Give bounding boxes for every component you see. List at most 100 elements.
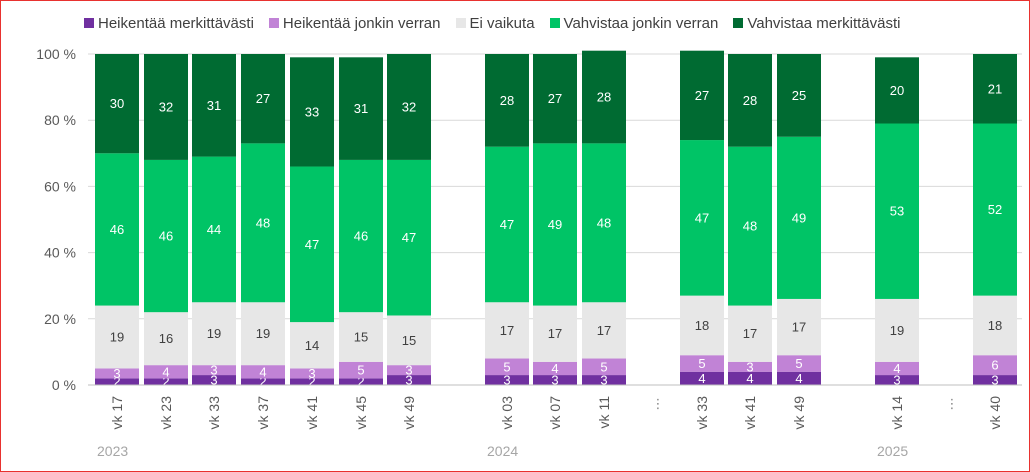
data-label: 27: [256, 91, 270, 106]
bar-segment: [485, 358, 529, 376]
bar-segment: [680, 50, 724, 141]
bar-segment: [777, 298, 821, 356]
data-label: 27: [548, 91, 562, 106]
data-label: 3: [308, 366, 315, 381]
bar-segment: [777, 371, 821, 385]
bar-segment: [290, 166, 334, 323]
data-label: 32: [159, 99, 173, 114]
bar-segment: [728, 146, 772, 306]
data-label: 3: [210, 373, 217, 388]
bar-segment: [680, 140, 724, 296]
year-label: 2025: [877, 443, 908, 459]
bar-segment: [192, 365, 236, 376]
bar-segment: [533, 54, 577, 144]
data-label: 5: [600, 359, 607, 374]
year-label: 2023: [97, 443, 128, 459]
data-label: 46: [159, 229, 173, 244]
bar-segment: [973, 123, 1017, 296]
bar-segment: [387, 315, 431, 366]
bar-segment: [339, 361, 383, 379]
data-label: 19: [207, 326, 221, 341]
x-tick-label: vk 33: [694, 396, 710, 430]
bar-segment: [95, 305, 139, 369]
x-ellipsis-label: ⋮: [946, 396, 959, 411]
data-label: 2: [113, 374, 120, 389]
legend-swatch: [549, 18, 560, 28]
bar-segment: [339, 159, 383, 313]
bar-segment: [875, 375, 919, 385]
y-tick-label: 80 %: [44, 112, 76, 128]
x-tick-label: vk 49: [791, 396, 807, 430]
data-label: 49: [792, 210, 806, 225]
bar-segment: [241, 302, 285, 366]
data-label: 2: [259, 374, 266, 389]
data-label: 31: [207, 98, 221, 113]
data-label: 2: [308, 374, 315, 389]
data-label: 17: [500, 323, 514, 338]
data-label: 4: [795, 371, 802, 386]
data-label: 47: [305, 237, 319, 252]
data-label: 15: [402, 333, 416, 348]
bar-segment: [777, 355, 821, 372]
y-tick-label: 60 %: [44, 178, 76, 194]
bar-segment: [533, 361, 577, 376]
data-label: 3: [991, 373, 998, 388]
x-tick-label: vk 41: [304, 396, 320, 430]
data-label: 25: [792, 88, 806, 103]
data-label: 3: [600, 373, 607, 388]
bar-segment: [582, 375, 626, 385]
data-label: 4: [698, 371, 705, 386]
bar-segment: [485, 375, 529, 385]
data-label: 3: [551, 373, 558, 388]
legend-label: Heikentää jonkin verran: [282, 14, 441, 32]
data-label: 4: [746, 371, 753, 386]
bar-segment: [144, 159, 188, 313]
bar-segment: [95, 378, 139, 385]
bar-segment: [485, 302, 529, 359]
data-label: 17: [743, 326, 757, 341]
data-label: 3: [503, 373, 510, 388]
y-tick-label: 100 %: [36, 46, 76, 62]
data-label: 3: [405, 373, 412, 388]
data-label: 47: [402, 230, 416, 245]
data-label: 5: [795, 356, 802, 371]
data-label: 31: [354, 101, 368, 116]
data-label: 2: [162, 374, 169, 389]
bar-segment: [95, 54, 139, 154]
data-label: 28: [743, 93, 757, 108]
data-label: 4: [162, 364, 169, 379]
x-tick-label: vk 11: [596, 396, 612, 429]
legend-swatch: [733, 18, 744, 28]
bar-segment: [485, 146, 529, 303]
bar-segment: [728, 54, 772, 147]
data-label: 5: [357, 363, 364, 378]
data-label: 4: [259, 364, 266, 379]
data-label: 17: [792, 320, 806, 335]
bar-segment: [95, 153, 139, 306]
data-label: 32: [402, 99, 416, 114]
bar-segment: [680, 295, 724, 356]
legend-label: Vahvistaa jonkin verran: [563, 14, 719, 32]
bar-segment: [144, 54, 188, 160]
data-label: 27: [695, 88, 709, 103]
data-label: 18: [988, 318, 1002, 333]
legend-label: Heikentää merkittävästi: [98, 14, 254, 32]
data-label: 14: [305, 338, 319, 353]
legend-item-vahvistaa-jonkin-verran: Vahvistaa jonkin verran: [549, 14, 719, 32]
legend-item-heikentaa-jonkin-verran: Heikentää jonkin verran: [268, 14, 441, 32]
bar-segment: [728, 305, 772, 362]
legend-swatch: [455, 18, 466, 28]
x-tick-label: vk 40: [987, 396, 1003, 430]
bar-segment: [533, 143, 577, 306]
bar-segment: [95, 368, 139, 379]
bar-segment: [290, 368, 334, 379]
bar-segment: [339, 312, 383, 362]
data-label: 3: [893, 373, 900, 388]
data-label: 17: [548, 326, 562, 341]
x-tick-label: vk 23: [158, 396, 174, 430]
bar-segment: [144, 312, 188, 366]
bar-segment: [875, 123, 919, 299]
data-label: 53: [890, 204, 904, 219]
bar-segment: [192, 302, 236, 366]
data-label: 19: [256, 326, 270, 341]
